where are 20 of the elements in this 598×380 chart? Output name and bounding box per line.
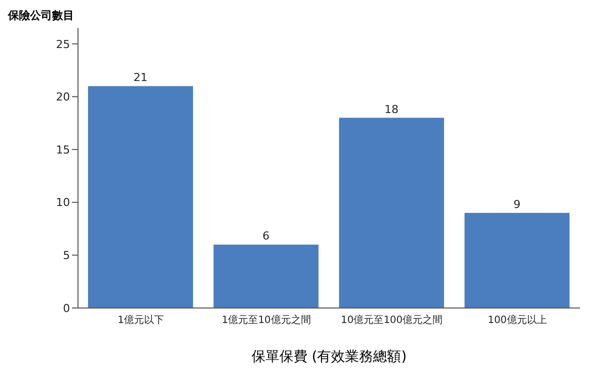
x-tick-label: 10億元至100億元之間: [340, 314, 443, 326]
y-tick-label: 0: [63, 302, 70, 315]
y-axis-title: 保險公司數目: [8, 8, 74, 23]
x-tick-label: 1億元以下: [118, 314, 164, 326]
data-label: 9: [514, 198, 521, 211]
y-tick-label: 20: [56, 90, 70, 104]
bar: [88, 86, 194, 308]
y-tick-label: 5: [63, 249, 70, 262]
x-axis-title: 保單保費 (有效業務總額): [250, 348, 408, 366]
bar: [464, 212, 570, 308]
x-tick-label: 100億元以上: [488, 314, 547, 326]
y-tick-label: 15: [56, 143, 70, 156]
bar: [339, 118, 444, 308]
data-label: 6: [262, 230, 270, 243]
x-tick-label: 1億元至10億元之間: [222, 314, 311, 326]
y-tick-label: 10: [56, 196, 70, 210]
bar: [214, 244, 319, 308]
y-tick-label: 25: [56, 38, 70, 51]
data-label: 21: [134, 71, 148, 84]
data-label: 18: [384, 102, 399, 116]
